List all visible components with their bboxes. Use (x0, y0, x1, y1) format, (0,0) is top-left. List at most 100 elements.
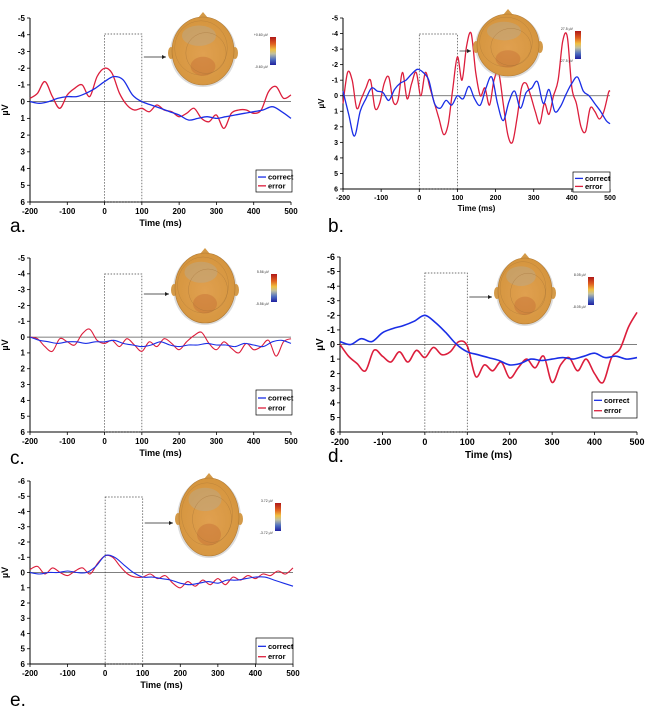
topo-contour-a (185, 32, 227, 74)
x-tick-label-b: 200 (490, 195, 502, 202)
y-tick-label-e: -3 (18, 523, 26, 532)
series-line-error-c (29, 328, 292, 357)
head-nose-d (520, 253, 530, 259)
x-tick-label-a: 500 (284, 207, 298, 216)
colorbar-min-label-a: -0.60 µV (255, 65, 269, 69)
colorbar-min-label-c: -5.56 µV (256, 302, 270, 306)
y-axis-label-d: µV (315, 338, 326, 351)
y-tick-label-d: -5 (327, 267, 335, 277)
series-line-correct-a (29, 75, 292, 121)
series-line-error-d (339, 311, 638, 384)
x-tick-label-a: 100 (135, 207, 149, 216)
colorbar-b (575, 31, 581, 59)
topo-contour-b (486, 21, 522, 41)
colorbar-min-label-e: -3.72 µV (260, 531, 274, 535)
y-axis-label-c: µV (0, 339, 10, 350)
x-tick-label-d: 0 (422, 437, 427, 447)
arrow-head-d (488, 295, 492, 299)
y-tick-label-d: 2 (330, 369, 335, 379)
y-tick-label-b: -5 (332, 15, 338, 22)
topo-contour-c (184, 261, 218, 283)
x-axis-label-d: Time (ms) (465, 450, 512, 461)
y-axis-label-a: µV (0, 104, 10, 115)
topo-contour-a (181, 25, 217, 46)
topo-contour-e (188, 487, 222, 512)
y-tick-label-e: 6 (21, 660, 26, 669)
y-tick-label-b: 0 (334, 93, 338, 100)
legend-label-correct-a: correct (268, 173, 294, 182)
x-tick-label-b: 100 (452, 195, 464, 202)
colorbar-max-label-d: 8.05 µV (574, 273, 587, 277)
analysis-window-c (104, 273, 143, 433)
topo-contour-c (177, 256, 229, 314)
chart-panel-b: -5 -4 -3 -2 -1 0 1 2 3 4 5 6 -200 -100 0 100 200 300 400 50… (317, 0, 652, 240)
y-tick-label-b: 4 (334, 155, 338, 162)
topo-contour-d (506, 266, 536, 287)
y-tick-label-b: -3 (332, 47, 338, 54)
y-tick-label-a: 6 (21, 198, 26, 207)
x-tick-label-d: -200 (331, 437, 349, 447)
colorbar-min-label-d: -8.05 µV (573, 305, 587, 309)
chart-d-svg: -6 -5 -4 -3 -2 -1 0 1 2 3 4 5 6-200 -100 0 100 200 300 400… (315, 252, 645, 461)
colorbar-max-label-a: +0.60 µV (254, 33, 269, 37)
topo-contour-b (490, 28, 532, 66)
head-nose-b (503, 9, 513, 15)
y-tick-label-e: 0 (21, 568, 26, 577)
analysis-window-d (424, 272, 468, 433)
series-line-correct-e (29, 554, 294, 587)
x-axis-label-a: Time (ms) (139, 218, 181, 228)
x-tick-label-b: -200 (336, 195, 350, 202)
y-tick-label-d: 0 (330, 340, 335, 350)
y-tick-label-d: 4 (330, 398, 335, 408)
x-tick-label-a: 400 (247, 207, 261, 216)
series-line-error-a (29, 67, 292, 130)
y-tick-label-e: -6 (18, 477, 26, 486)
y-tick-label-b: 5 (334, 171, 338, 178)
y-tick-label-d: -3 (327, 296, 335, 306)
y-tick-label-d: -4 (327, 281, 335, 291)
chart-panel-e: -6 -5 -4 -3 -2 -1 0 1 2 3 4 5 6 -200 -100 0 100 200 300 400… (0, 470, 320, 700)
x-tick-label-d: 500 (629, 437, 644, 447)
y-tick-label-a: 4 (21, 164, 26, 173)
legend-box-d (591, 391, 638, 419)
legend-box-c (255, 389, 293, 416)
series-line-error-b (342, 31, 611, 144)
chart-e-svg: -6 -5 -4 -3 -2 -1 0 1 2 3 4 5 6-200 -100 0 100 200 300 400… (0, 473, 300, 690)
x-tick-label-c: -200 (22, 437, 39, 446)
head-nose-e (204, 473, 214, 479)
x-tick-label-e: 400 (249, 669, 263, 678)
x-tick-label-e: 500 (286, 669, 300, 678)
y-tick-label-a: -2 (18, 64, 26, 73)
y-tick-label-b: 1 (334, 109, 338, 116)
y-tick-label-b: 6 (334, 186, 338, 193)
x-tick-label-b: 300 (528, 195, 540, 202)
y-tick-label-b: -2 (332, 62, 338, 69)
y-tick-label-e: -1 (18, 553, 26, 562)
x-axis-label-b: Time (ms) (458, 204, 496, 213)
head-nose-c (200, 248, 210, 254)
x-tick-label-b: 500 (604, 195, 616, 202)
y-tick-label-b: -4 (332, 31, 338, 38)
y-tick-label-c: 1 (21, 349, 26, 358)
y-tick-label-c: 0 (21, 333, 26, 342)
topo-contour-b (479, 17, 533, 67)
chart-c-svg: -5 -4 -3 -2 -1 0 1 2 3 4 5 6-200 -100 0 100 200 300 400 50… (0, 248, 298, 458)
y-tick-label-e: -2 (18, 538, 26, 547)
y-tick-label-c: -3 (18, 285, 26, 294)
y-axis-label-e: µV (0, 567, 10, 578)
y-tick-label-e: -4 (18, 507, 26, 516)
y-tick-label-e: 2 (21, 599, 26, 608)
colorbar-a (270, 37, 276, 65)
arrow-head-a (162, 55, 166, 59)
legend-label-correct-c: correct (268, 394, 294, 403)
legend-label-correct-e: correct (268, 642, 294, 651)
y-tick-label-d: -1 (327, 325, 335, 335)
x-tick-label-e: 200 (174, 669, 188, 678)
y-tick-label-a: -1 (18, 81, 26, 90)
y-tick-label-e: 1 (21, 584, 26, 593)
y-tick-label-a: 5 (21, 181, 26, 190)
legend-label-error-d: error (604, 406, 622, 415)
legend-label-error-b: error (585, 182, 603, 191)
topo-head-c (174, 252, 236, 324)
x-tick-label-e: -200 (22, 669, 39, 678)
